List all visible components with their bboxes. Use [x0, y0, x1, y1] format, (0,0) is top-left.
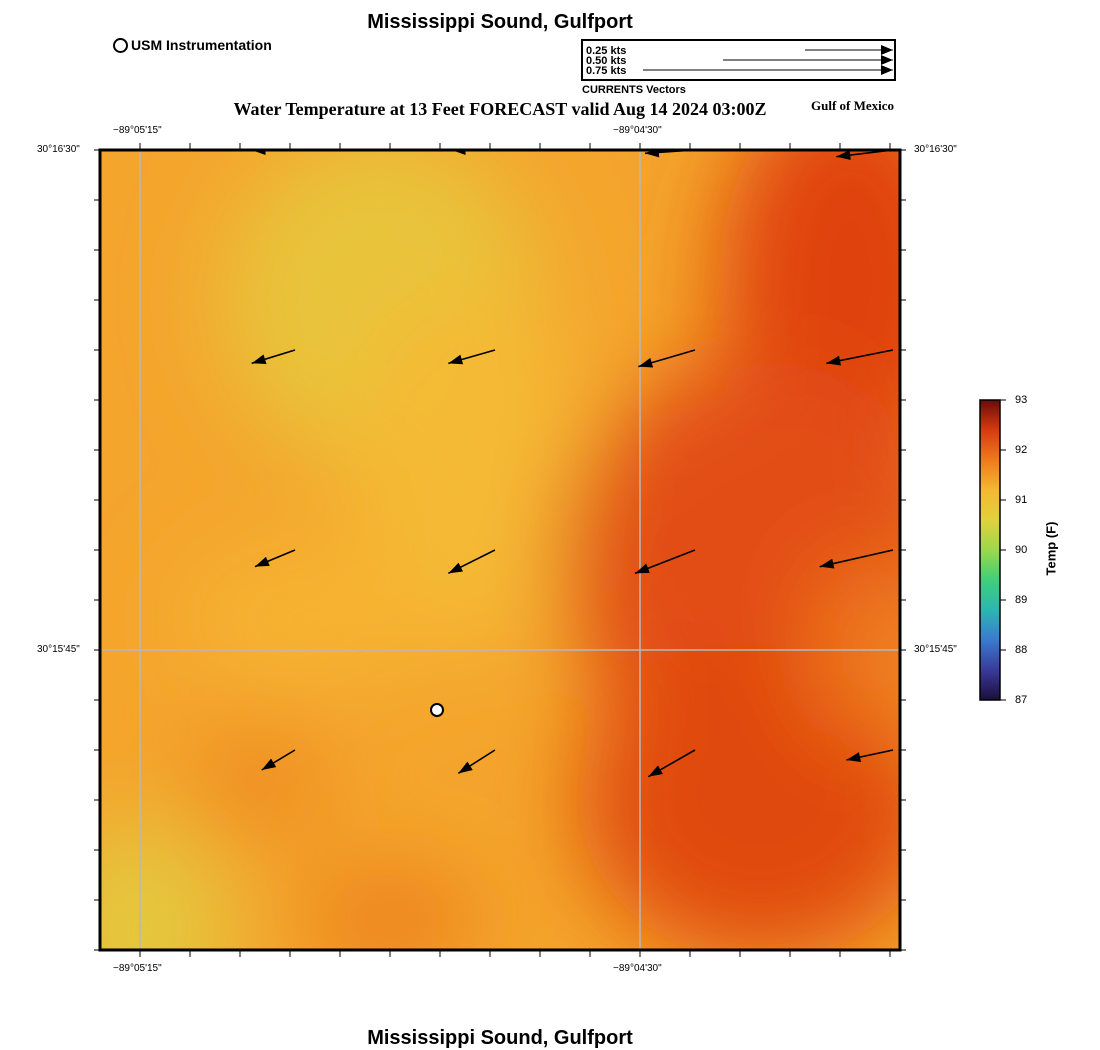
station-legend-label: USM Instrumentation: [131, 37, 272, 53]
station-legend: USM Instrumentation: [113, 37, 272, 53]
temperature-field: [100, 150, 900, 950]
current-vector-arrow: [819, 549, 894, 569]
colorbar-tick-88: 88: [1015, 644, 1028, 656]
current-vector-arrow: [447, 549, 496, 575]
vector-scale-label-2: 0.50 kts: [586, 55, 627, 67]
colorbar-tick-90: 90: [1015, 544, 1028, 556]
lat-tick-label-right-2: 30°15'45": [914, 644, 957, 655]
vector-scale-label-1: 0.25 kts: [586, 45, 627, 57]
lon-tick-label-bottom-1: −89°05'15": [113, 963, 162, 974]
current-vector-arrow: [826, 349, 894, 366]
current-vector-arrow: [457, 749, 496, 775]
map-footer-title: Mississippi Sound, Gulfport: [367, 1027, 633, 1049]
current-vector-arrow: [846, 749, 894, 762]
colorbar-tick-87: 87: [1015, 694, 1028, 706]
vector-scale-label-3: 0.75 kts: [586, 65, 627, 77]
current-vector-arrow: [647, 749, 696, 778]
vector-scale-arrows: [643, 45, 893, 75]
lon-tick-label-bottom-2: −89°04'30": [613, 963, 662, 974]
lon-tick-label-top-2: −89°04'30": [613, 125, 662, 136]
station-marker-icon: [113, 37, 128, 53]
map-frame-ticks: [94, 143, 906, 957]
colorbar-tick-89: 89: [1015, 594, 1028, 606]
lat-tick-label-left-1: 30°16'30": [37, 144, 80, 155]
colorbar-title: Temp (F): [1043, 521, 1059, 576]
region-label: Gulf of Mexico: [811, 98, 895, 113]
current-vector-arrow: [634, 549, 696, 575]
current-vector-arrow: [448, 349, 496, 365]
map-subtitle: Water Temperature at 13 Feet FORECAST va…: [233, 99, 767, 119]
current-vector-arrow: [261, 749, 296, 771]
vector-scale-legend: 0.25 kts 0.50 kts 0.75 kts: [581, 39, 896, 81]
current-vector-arrow: [254, 549, 296, 568]
colorbar-ticks: [1000, 399, 1006, 701]
colorbar-tick-91: 91: [1015, 494, 1028, 506]
colorbar-gradient: [979, 399, 1001, 701]
lat-tick-label-right-1: 30°16'30": [914, 144, 957, 155]
usm-station-marker[interactable]: [430, 703, 444, 717]
map-title: Mississippi Sound, Gulfport: [367, 11, 633, 33]
lat-tick-label-left-2: 30°15'45": [37, 644, 80, 655]
current-vector-arrow: [251, 349, 296, 365]
current-vectors: [251, 150, 894, 778]
colorbar-tick-93: 93: [1015, 394, 1028, 406]
lon-tick-label-top-1: −89°05'15": [113, 125, 162, 136]
colorbar: [979, 399, 1006, 701]
colorbar-tick-92: 92: [1015, 444, 1028, 456]
vector-caption: CURRENTS Vectors: [582, 84, 686, 96]
current-vector-arrow: [638, 349, 696, 368]
